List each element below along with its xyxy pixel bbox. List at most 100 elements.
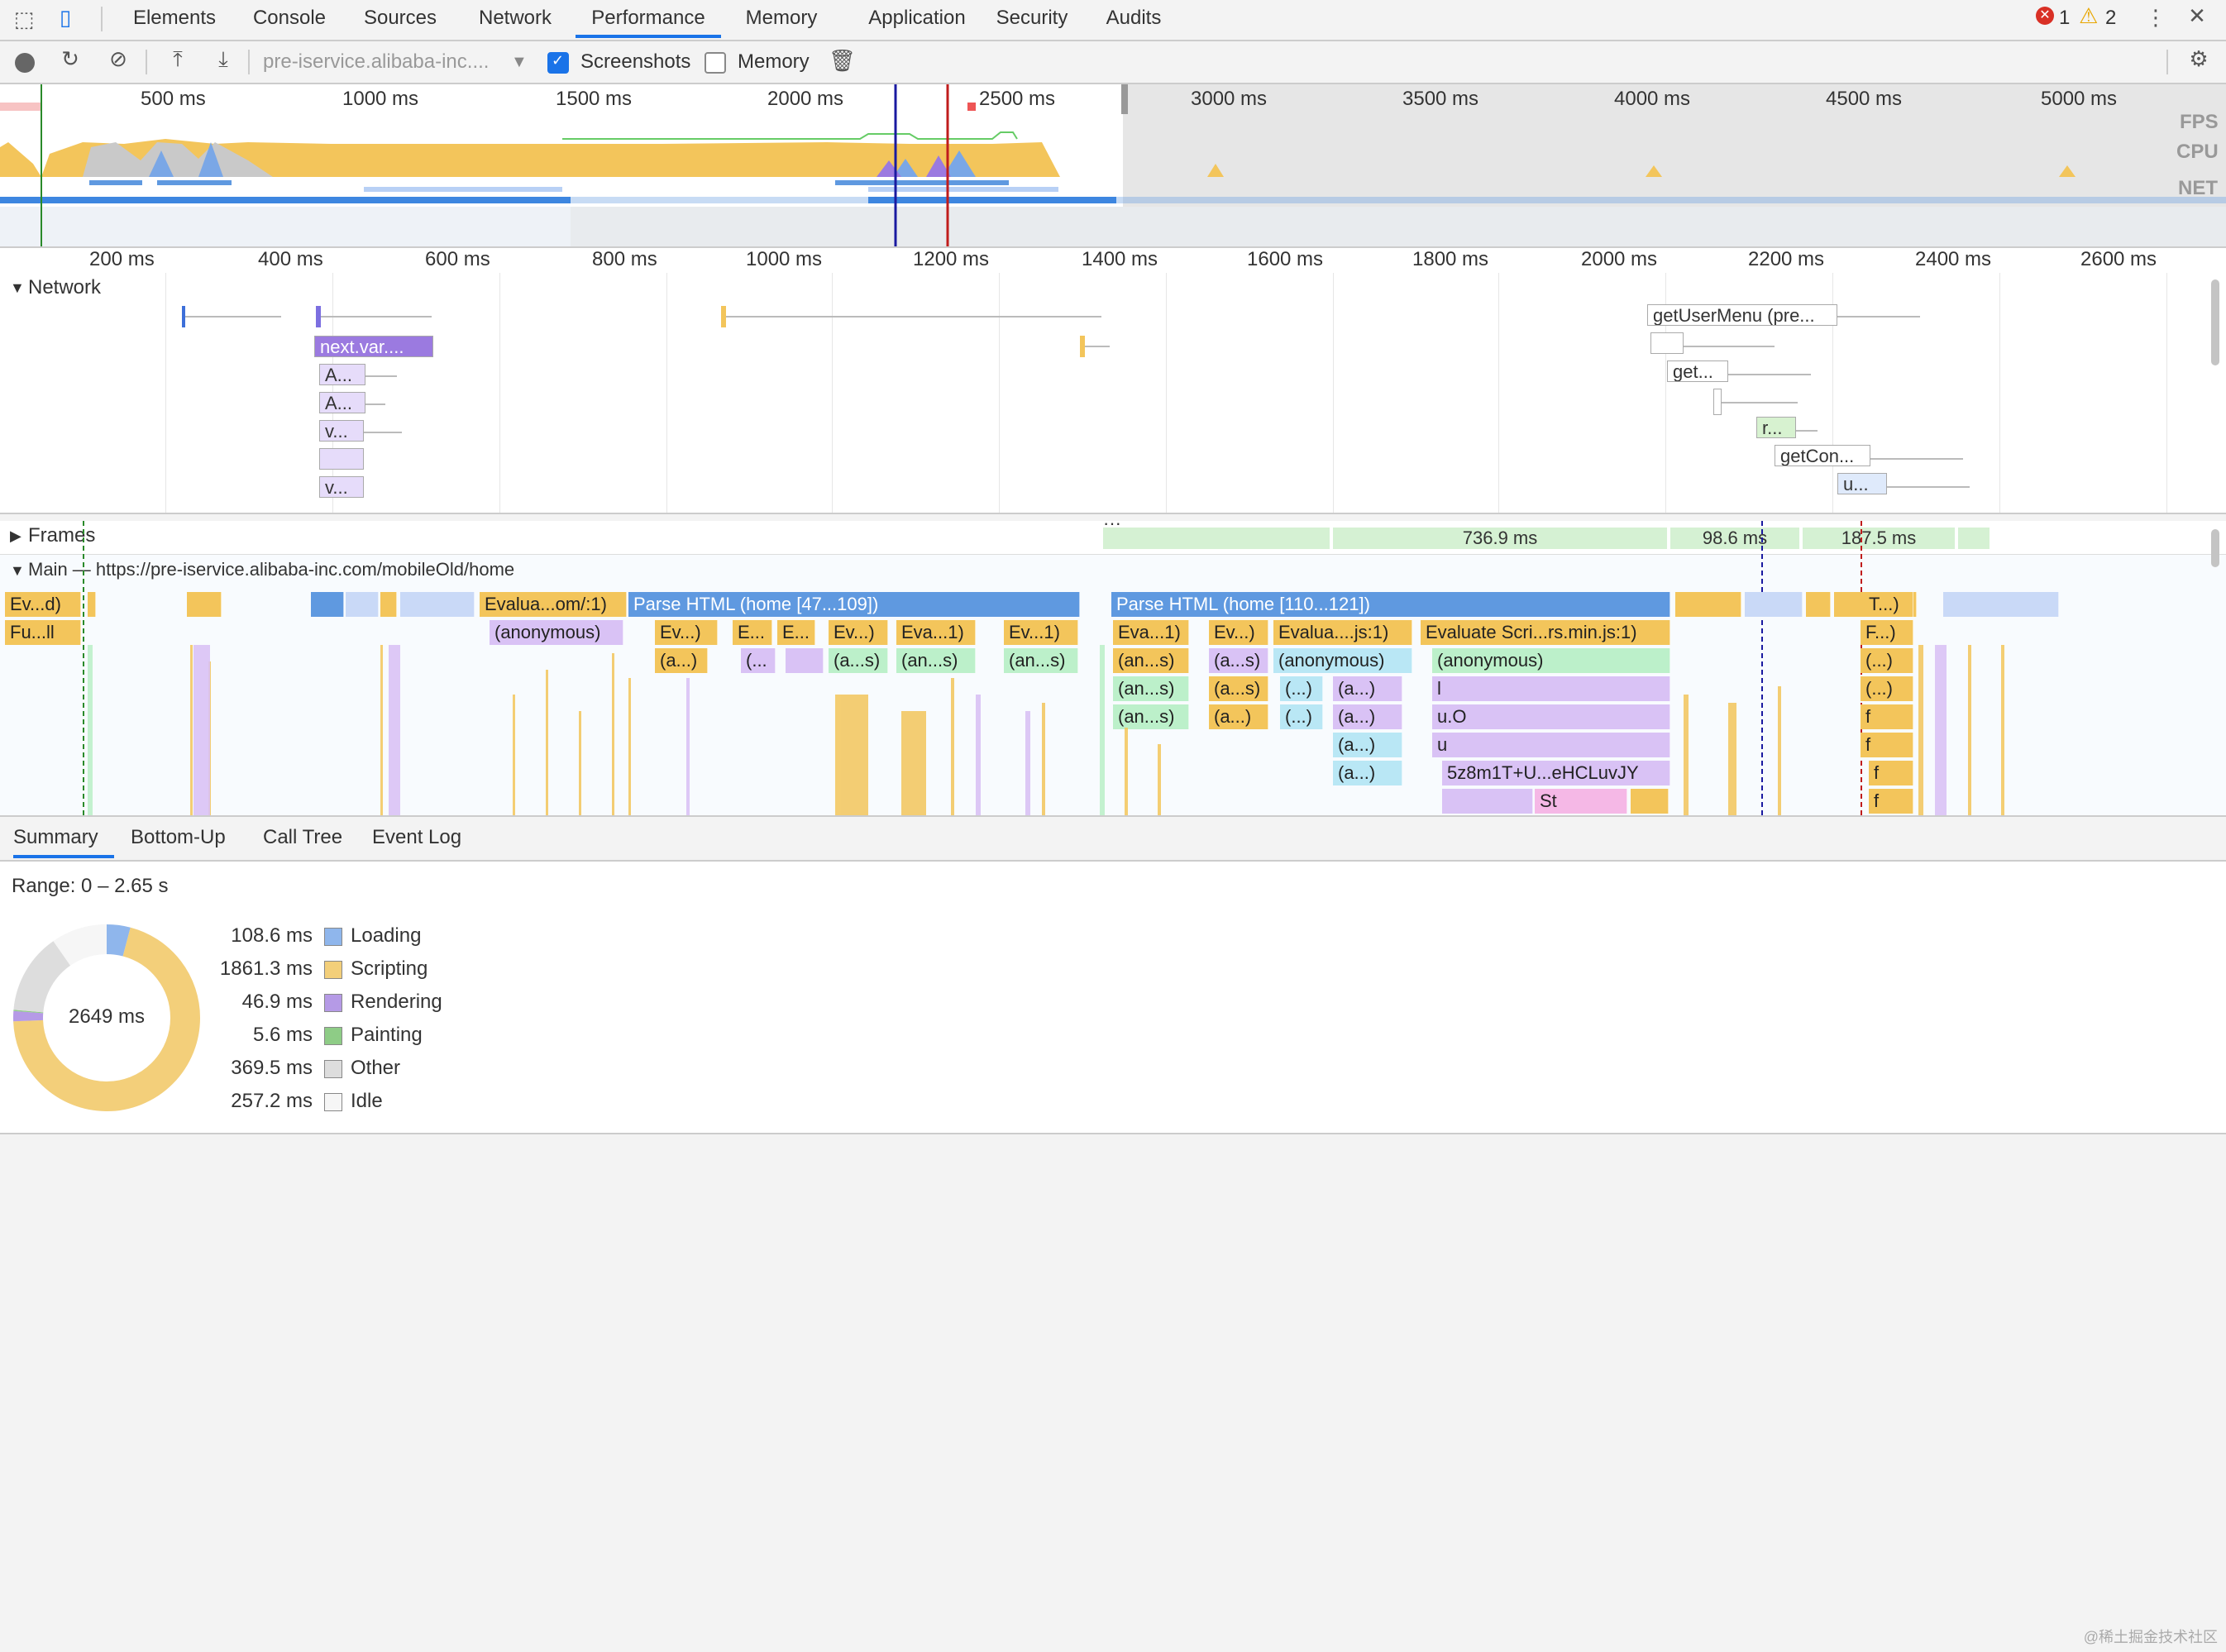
device-toolbar-icon[interactable]: ▯ <box>59 5 72 30</box>
tab-sources[interactable]: Sources <box>363 7 437 29</box>
network-request[interactable] <box>1713 389 1722 415</box>
flame-event[interactable]: (a...s) <box>1209 676 1268 701</box>
flame-event[interactable] <box>1745 592 1803 617</box>
flame-event[interactable]: Evalua....js:1) <box>1273 620 1412 645</box>
clear-icon[interactable]: ⊘ <box>109 46 127 71</box>
tab-elements[interactable]: Elements <box>132 7 217 29</box>
collapse-triangle-icon[interactable]: ▼ <box>10 562 25 579</box>
save-profile-icon[interactable]: ⤓ <box>218 46 228 71</box>
flame-event[interactable]: E... <box>733 620 772 645</box>
network-request[interactable] <box>182 306 185 327</box>
selection-handle[interactable] <box>1121 84 1128 114</box>
warning-icon[interactable]: ⚠ <box>2079 3 2099 28</box>
flame-event[interactable]: (a...) <box>1333 704 1402 729</box>
flame-event[interactable]: (an...s) <box>1113 704 1189 729</box>
network-request[interactable]: A... <box>319 392 365 413</box>
network-request[interactable]: get... <box>1667 360 1728 382</box>
flame-event[interactable]: (anonymous) <box>1432 648 1670 673</box>
flame-event[interactable]: (an...s) <box>1113 676 1189 701</box>
network-request[interactable] <box>316 306 321 327</box>
flame-event[interactable]: E... <box>777 620 815 645</box>
network-track-title[interactable]: Network <box>28 276 102 298</box>
network-request[interactable] <box>1080 336 1085 357</box>
flame-event[interactable]: Ev...1) <box>1004 620 1078 645</box>
tab-summary[interactable]: Summary <box>13 817 114 858</box>
flame-event[interactable]: f <box>1861 704 1913 729</box>
flame-event[interactable]: (an...s) <box>896 648 976 673</box>
tab-performance[interactable]: Performance <box>576 0 721 38</box>
flame-event[interactable]: Parse HTML (home [110...121]) <box>1111 592 1670 617</box>
flame-event[interactable]: (...) <box>1280 704 1323 729</box>
flame-event[interactable]: (anonymous) <box>1273 648 1412 673</box>
network-request[interactable]: u... <box>1837 473 1887 494</box>
flame-event[interactable]: l <box>1432 676 1670 701</box>
flame-event[interactable]: 5z8m1T+U...eHCLuvJY <box>1442 761 1670 785</box>
flame-event[interactable]: (...) <box>1280 676 1323 701</box>
flame-chart[interactable]: ▶ Frames 736.9 ms 98.6 ms 187.5 ms ··· ▼… <box>0 521 2226 817</box>
flame-event[interactable]: (an...s) <box>1004 648 1078 673</box>
flame-event[interactable]: u.O <box>1432 704 1670 729</box>
flame-event[interactable]: f <box>1861 733 1913 757</box>
flame-event[interactable]: F...) <box>1861 620 1913 645</box>
flame-event[interactable] <box>311 592 344 617</box>
flame-event[interactable]: Eva...1) <box>896 620 976 645</box>
record-button[interactable] <box>15 53 35 73</box>
flame-event[interactable]: (a...) <box>655 648 708 673</box>
frame-bar[interactable] <box>1103 528 1330 549</box>
flame-event[interactable]: (a...) <box>1333 761 1402 785</box>
flame-event[interactable] <box>1943 592 2059 617</box>
flame-event[interactable]: (a...) <box>1333 676 1402 701</box>
tab-event-log[interactable]: Event Log <box>372 826 462 848</box>
tab-console[interactable]: Console <box>252 7 327 29</box>
flame-event[interactable]: Ev...d) <box>5 592 81 617</box>
network-request[interactable] <box>1650 332 1684 354</box>
flame-event[interactable]: St <box>1535 789 1627 814</box>
gear-icon[interactable]: ⚙ <box>2189 46 2209 71</box>
memory-checkbox[interactable] <box>705 52 726 74</box>
frame-bar[interactable] <box>1958 528 1990 549</box>
flame-event[interactable] <box>346 592 379 617</box>
flame-event[interactable]: f <box>1869 789 1913 814</box>
frame-bar[interactable]: 736.9 ms <box>1333 528 1667 549</box>
inspect-element-icon[interactable]: ⬚ <box>13 7 35 31</box>
flame-scrollbar[interactable] <box>2211 529 2219 567</box>
flame-event[interactable]: (...) <box>1861 648 1913 673</box>
network-request[interactable]: r... <box>1756 417 1796 438</box>
tab-audits[interactable]: Audits <box>1106 7 1162 29</box>
error-icon[interactable]: ✕ <box>2036 7 2054 25</box>
flame-event[interactable]: u <box>1432 733 1670 757</box>
network-request[interactable]: getUserMenu (pre... <box>1647 304 1837 326</box>
flame-event[interactable] <box>88 592 96 617</box>
load-profile-icon[interactable]: ⤒ <box>173 46 183 71</box>
flame-event[interactable]: Parse HTML (home [47...109]) <box>628 592 1080 617</box>
screenshots-checkbox[interactable] <box>547 52 569 74</box>
collapse-triangle-icon[interactable]: ▼ <box>10 279 25 296</box>
timeline-overview[interactable]: 500 ms 1000 ms 1500 ms 2000 ms 2500 ms 3… <box>0 84 2226 248</box>
more-options-icon[interactable]: ⋮ <box>2145 5 2166 30</box>
flame-event[interactable] <box>1631 789 1669 814</box>
flame-event[interactable]: Evalua...om/:1) <box>480 592 627 617</box>
flame-event[interactable] <box>400 592 475 617</box>
frame-bar[interactable]: 187.5 ms <box>1803 528 1955 549</box>
resize-handle-icon[interactable]: ··· <box>1103 521 1121 533</box>
flame-event[interactable] <box>1442 789 1533 814</box>
network-request[interactable]: A... <box>319 364 365 385</box>
network-request[interactable]: v... <box>319 420 364 442</box>
flame-event[interactable]: (a...) <box>1333 733 1402 757</box>
tab-memory[interactable]: Memory <box>745 7 818 29</box>
tab-security[interactable]: Security <box>996 7 1068 29</box>
tab-network[interactable]: Network <box>478 7 552 29</box>
expand-triangle-icon[interactable]: ▶ <box>10 528 21 544</box>
flame-event[interactable]: Ev...) <box>1209 620 1268 645</box>
trash-icon[interactable]: 🗑 <box>829 48 857 73</box>
flame-event[interactable] <box>187 592 222 617</box>
flame-event[interactable]: (... <box>741 648 776 673</box>
flame-event[interactable]: Ev...) <box>829 620 888 645</box>
main-thread-title[interactable]: Main — https://pre-iservice.alibaba-inc.… <box>28 559 515 580</box>
frame-bar[interactable]: 98.6 ms <box>1670 528 1799 549</box>
network-track[interactable]: ▼ Network next.var.... A... A... v... v.… <box>0 273 2226 514</box>
flame-event[interactable] <box>786 648 824 673</box>
tab-call-tree[interactable]: Call Tree <box>263 826 343 848</box>
close-icon[interactable]: ✕ <box>2188 3 2206 28</box>
flame-event[interactable] <box>1806 592 1831 617</box>
